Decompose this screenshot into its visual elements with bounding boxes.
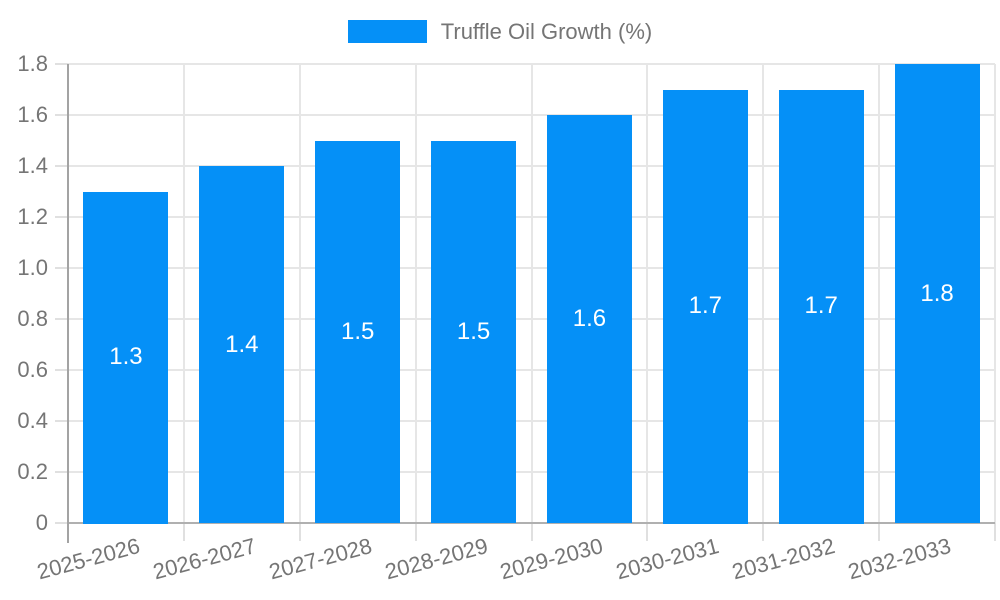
bar-value-label: 1.5: [341, 318, 375, 345]
x-gridline: [182, 64, 185, 523]
x-tick-mark: [646, 523, 649, 541]
bar[interactable]: [547, 115, 632, 523]
x-gridline: [298, 64, 301, 523]
bar[interactable]: [431, 141, 516, 523]
bar-value-label: 1.5: [456, 318, 491, 345]
bar[interactable]: [895, 64, 980, 523]
y-tick-label: 1.6: [17, 102, 48, 127]
bar-value-label: 1.7: [688, 292, 722, 319]
legend-label: Truffle Oil Growth (%): [440, 19, 653, 44]
y-tick-label: 1.8: [17, 51, 48, 76]
x-tick-mark: [994, 523, 996, 541]
x-tick-mark: [762, 523, 765, 541]
x-tick-mark: [530, 523, 533, 541]
bar[interactable]: [199, 166, 284, 523]
x-tick-mark: [298, 523, 301, 541]
x-tick-mark: [182, 523, 185, 541]
y-tick-label: 0.4: [17, 408, 48, 433]
bar[interactable]: [779, 90, 864, 524]
y-tick-label: 0.2: [17, 459, 48, 484]
y-tick-label: 0.6: [17, 357, 48, 382]
y-tick-label: 1.4: [17, 153, 48, 178]
y-axis-line: [67, 64, 69, 543]
y-tick-mark: [55, 63, 68, 65]
chart-legend[interactable]: Truffle Oil Growth (%): [0, 20, 1000, 43]
bar-value-label: 1.8: [920, 280, 954, 307]
x-axis-line: [68, 522, 995, 524]
bar-value-label: 1.4: [225, 331, 259, 358]
y-tick-mark: [55, 267, 68, 269]
x-gridline: [994, 64, 996, 523]
x-gridline: [878, 64, 881, 523]
y-tick-mark: [55, 471, 68, 473]
bar[interactable]: [663, 90, 748, 524]
y-tick-mark: [55, 318, 68, 320]
y-tick-mark: [55, 114, 68, 116]
bar-value-label: 1.7: [804, 292, 838, 319]
y-tick-mark: [55, 165, 68, 167]
x-tick-mark: [878, 523, 881, 541]
bar-value-label: 1.6: [572, 305, 607, 332]
y-tick-mark: [55, 369, 68, 371]
y-tick-mark: [55, 420, 68, 422]
y-tick-mark: [55, 522, 68, 524]
y-tick-mark: [55, 216, 68, 218]
bar[interactable]: [83, 192, 168, 524]
y-tick-label: 0.8: [17, 306, 48, 331]
x-gridline: [762, 64, 765, 523]
bar[interactable]: [315, 141, 400, 523]
x-gridline: [414, 64, 417, 523]
bar-value-label: 1.3: [109, 343, 143, 370]
x-gridline: [530, 64, 533, 523]
x-gridline: [646, 64, 649, 523]
y-tick-label: 1.2: [17, 204, 48, 229]
y-tick-label: 0: [35, 510, 48, 535]
y-tick-label: 1.0: [17, 255, 48, 280]
x-tick-mark: [414, 523, 417, 541]
legend-swatch: [347, 20, 427, 43]
